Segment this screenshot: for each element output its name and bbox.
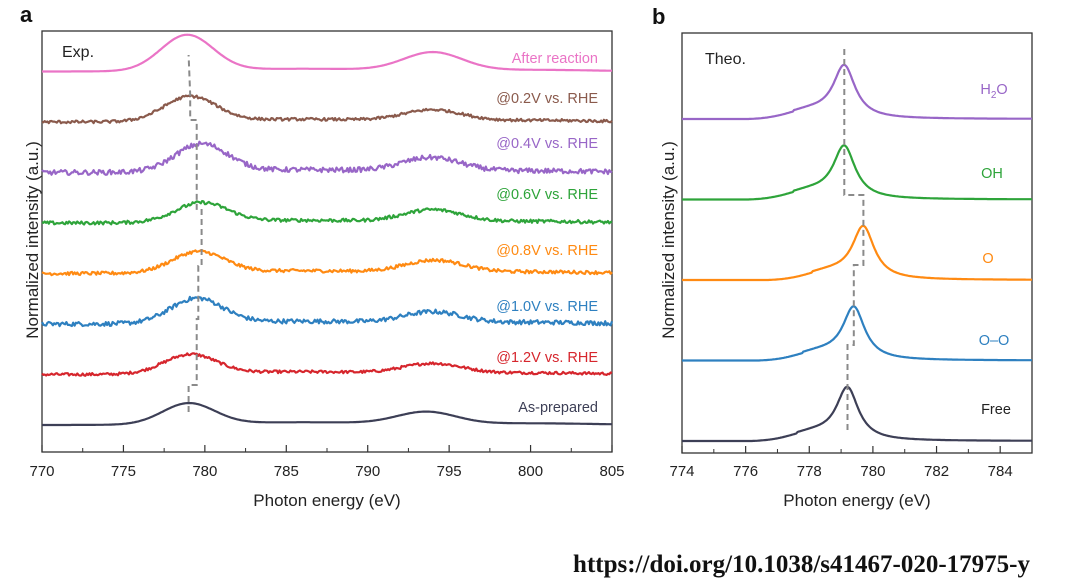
panel-b-series-labels: Free O–O O OH H2O xyxy=(979,82,1011,418)
panel-a-y-axis-label: Normalized intensity (a.u.) xyxy=(23,141,42,338)
panel-a-exp-label: Exp. xyxy=(62,44,94,61)
panel-b-series-label: OH xyxy=(981,166,1003,182)
panel-b-curve xyxy=(682,144,1032,201)
panel-a-peak-guide xyxy=(187,54,203,412)
panel-b-series-label: Free xyxy=(981,402,1011,418)
panel-b-tick-label: 780 xyxy=(860,463,885,480)
panel-a-series-label: After reaction xyxy=(512,51,598,67)
panel-a-curve xyxy=(42,33,612,73)
panel-a-series-label: @0.8V vs. RHE xyxy=(496,243,598,259)
panel-b-plot: Theo. 774 776 778 780 782 784 Free O–O O OH H2O P… xyxy=(659,32,1033,510)
panel-a-curve xyxy=(41,295,614,328)
panel-a-curve xyxy=(42,402,612,427)
panel-b-x-axis-label: Photon energy (eV) xyxy=(783,491,930,510)
panel-a-tick-label: 785 xyxy=(274,463,299,480)
panel-a-tick-label: 790 xyxy=(355,463,380,480)
panel-a-tick-label: 805 xyxy=(599,463,624,480)
panel-a-curves xyxy=(41,33,614,427)
panel-a-tick-label: 795 xyxy=(437,463,462,480)
panel-b-theo-label: Theo. xyxy=(705,51,746,68)
panel-a-series-label: @1.2V vs. RHE xyxy=(496,350,598,366)
panel-b-letter: b xyxy=(652,4,665,29)
panel-a-series-label: @1.0V vs. RHE xyxy=(496,299,598,315)
panel-a-curve xyxy=(41,249,613,277)
panel-b-x-ticks: 774 776 778 780 782 784 xyxy=(669,446,1013,480)
panel-b-series-label: O xyxy=(982,251,993,267)
panel-b-series-label: O–O xyxy=(979,333,1010,349)
panel-a-curve xyxy=(41,94,613,125)
panel-a-tick-label: 800 xyxy=(518,463,543,480)
panel-b-tick-label: 782 xyxy=(924,463,949,480)
panel-b-tick-label: 778 xyxy=(797,463,822,480)
panel-b-curves xyxy=(682,45,1032,443)
panel-b-peak-guide xyxy=(843,45,865,430)
panel-b-tick-label: 776 xyxy=(733,463,758,480)
panel-a-x-axis-label: Photon energy (eV) xyxy=(253,491,400,510)
panel-b-tick-label: 774 xyxy=(669,463,694,480)
panel-a-series-label: @0.6V vs. RHE xyxy=(496,187,598,203)
panel-b-curve xyxy=(682,224,1032,282)
panel-a-tick-label: 770 xyxy=(29,463,54,480)
panel-a-series-label: @0.2V vs. RHE xyxy=(496,91,598,107)
panel-a-curve xyxy=(41,200,613,226)
doi-link[interactable]: https://doi.org/10.1038/s41467-020-17975… xyxy=(573,551,1030,578)
panel-a-letter: a xyxy=(20,2,33,27)
panel-b-series-label: H2O xyxy=(980,82,1007,101)
panel-a-tick-label: 775 xyxy=(111,463,136,480)
panel-a-series-labels: As-prepared @1.2V vs. RHE @1.0V vs. RHE @0.… xyxy=(496,51,598,416)
panel-b-frame xyxy=(681,32,1033,454)
panel-a-plot: Exp. 770 775 780 785 790 795 800 805 As-prepare… xyxy=(23,30,625,510)
panel-b-y-axis-label: Normalized intensity (a.u.) xyxy=(659,141,678,338)
panel-a-series-label: @0.4V vs. RHE xyxy=(496,136,598,152)
panel-a-tick-label: 780 xyxy=(192,463,217,480)
panel-b-curve xyxy=(682,305,1032,362)
panel-b-tick-label: 784 xyxy=(988,463,1013,480)
panel-a-curve xyxy=(41,352,613,377)
panel-a-x-ticks: 770 775 780 785 790 795 800 805 xyxy=(29,445,625,480)
panel-a-curve xyxy=(41,140,613,176)
panel-b-curve xyxy=(682,63,1032,121)
panel-b-curve xyxy=(682,385,1032,443)
panel-a-series-label: As-prepared xyxy=(518,400,598,416)
